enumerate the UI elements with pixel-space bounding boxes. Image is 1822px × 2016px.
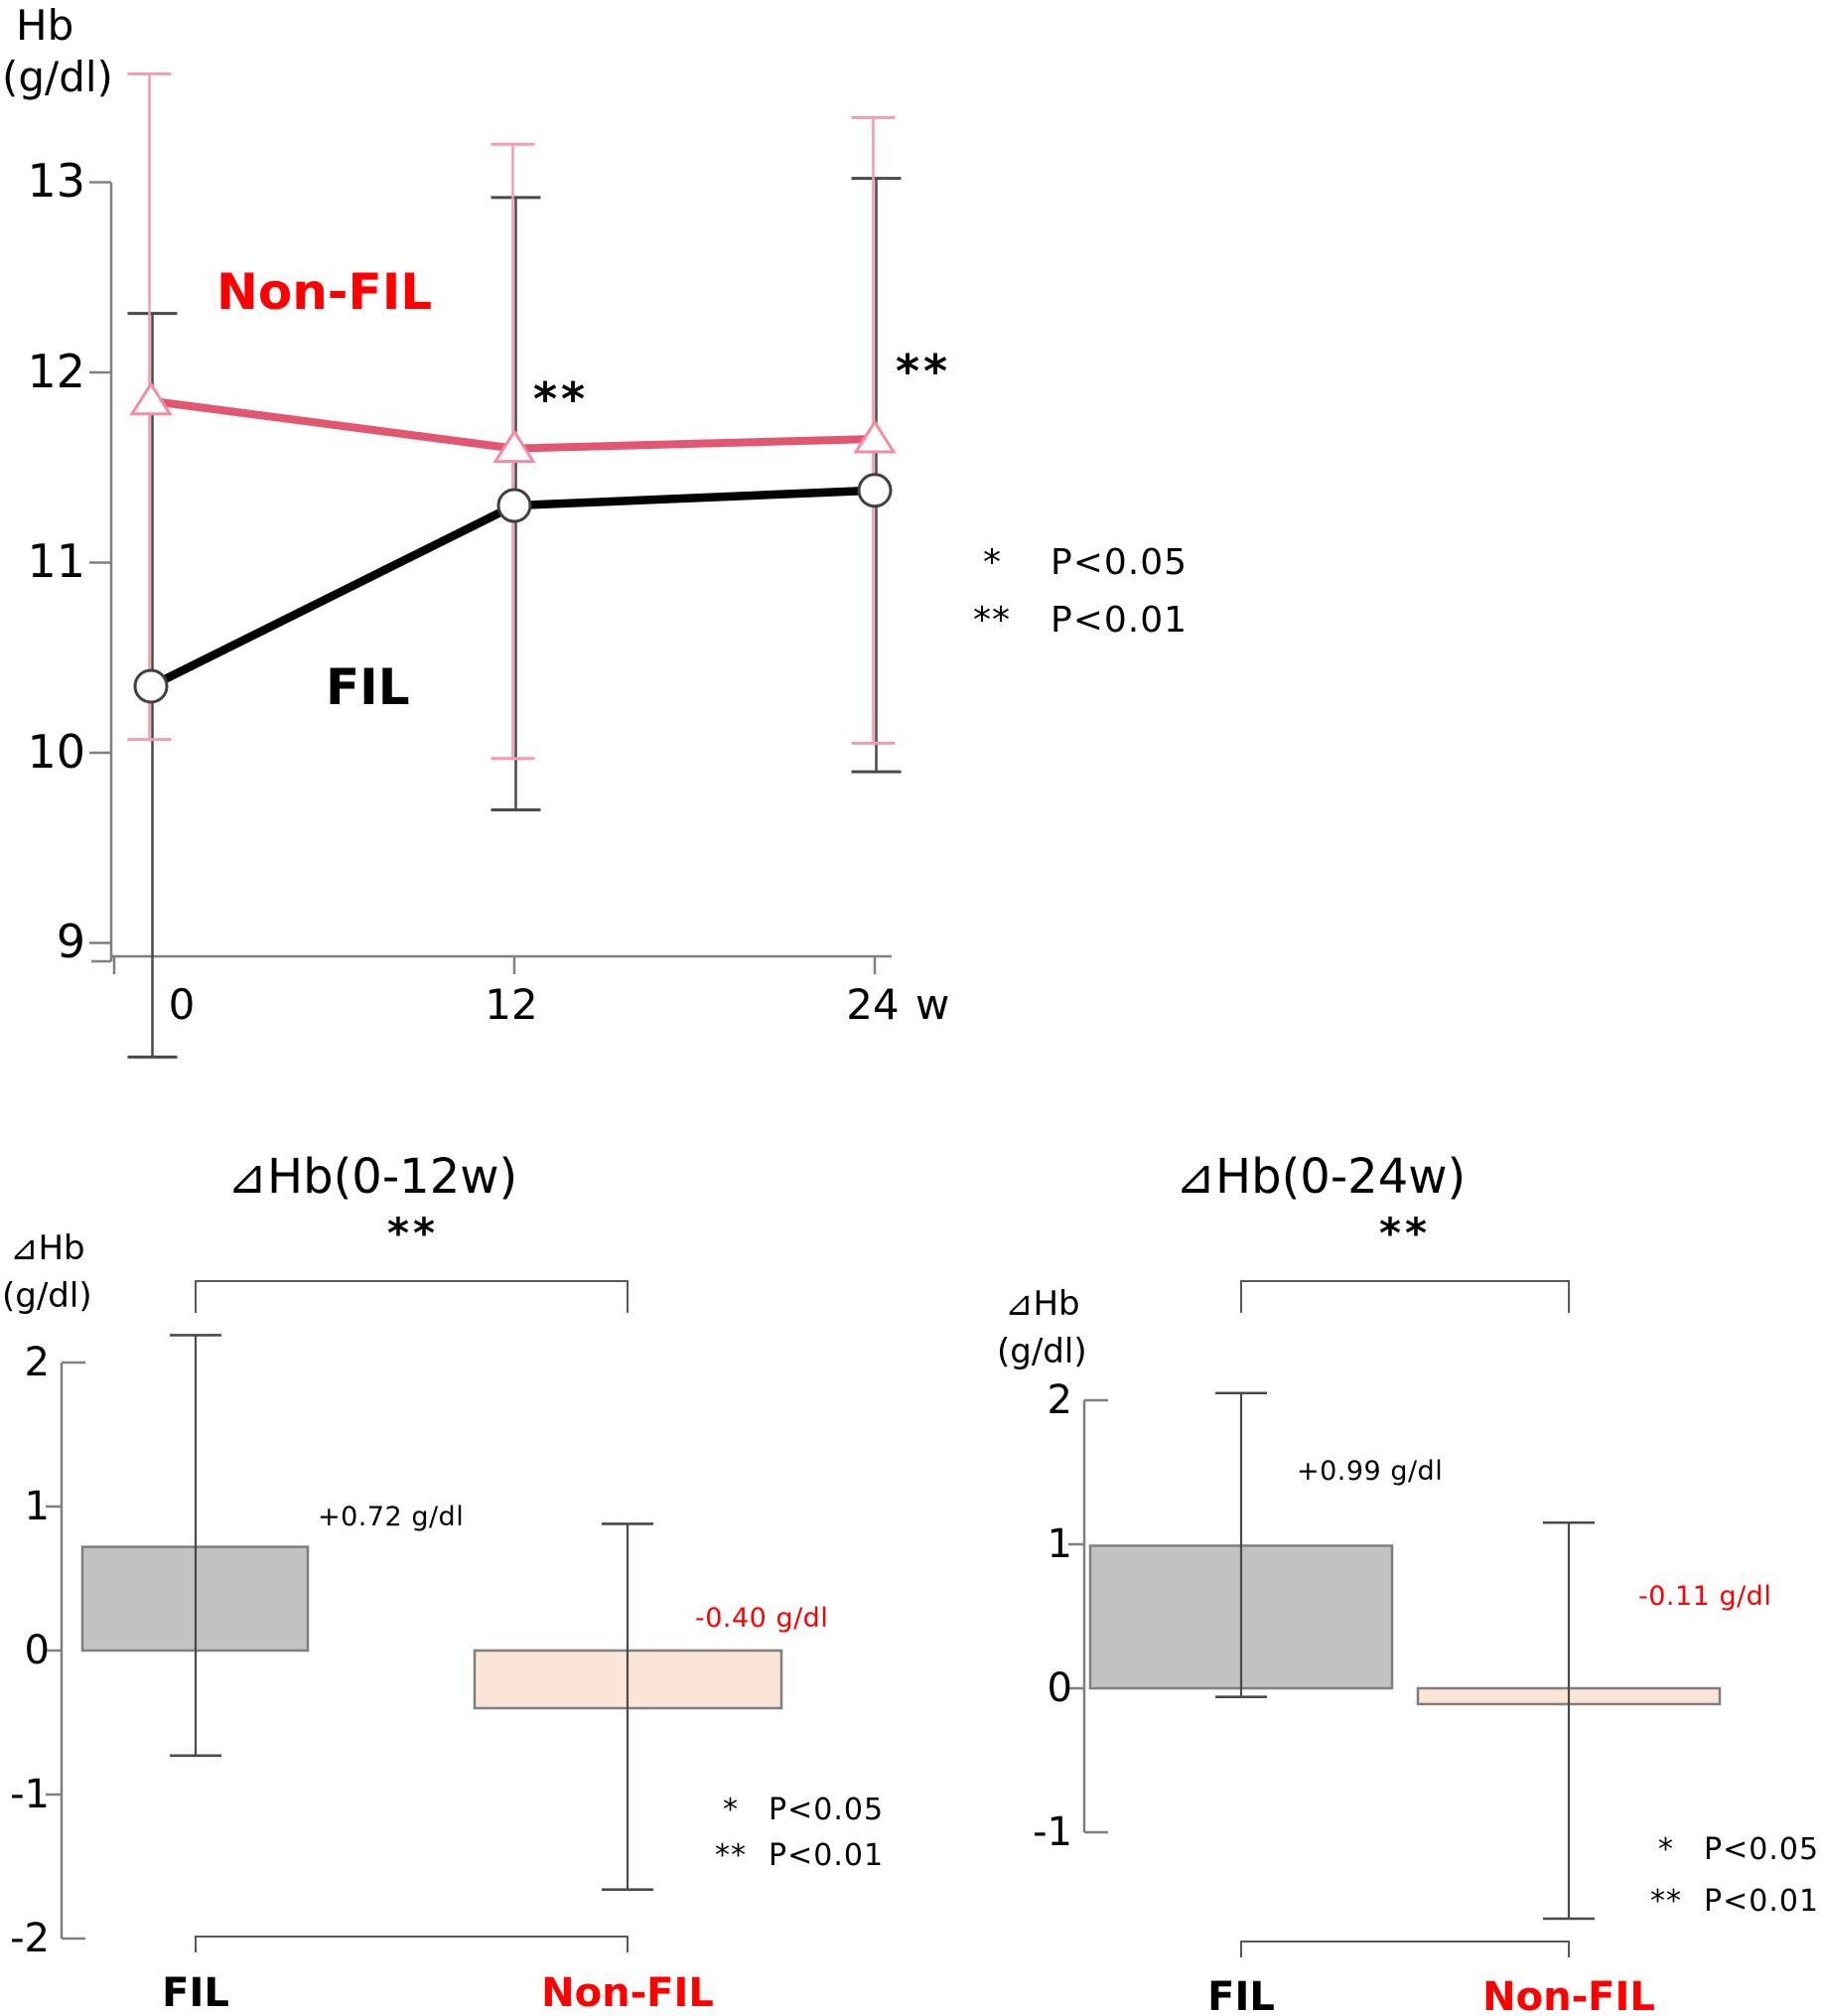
top-x-tick-12: 12	[485, 980, 538, 1029]
bottom-left-significance: **	[387, 1209, 439, 1257]
br-fil-value-label: +0.99 g/dl	[1297, 1456, 1444, 1487]
bl-y-tick-n1: -1	[10, 1772, 50, 1817]
bottom-right-title: ⊿Hb(0-24w)	[1175, 1149, 1467, 1205]
bottom-left-title: ⊿Hb(0-12w)	[226, 1149, 518, 1205]
bl-y-tick-n2: -2	[10, 1916, 50, 1961]
br-legend-text-2: P<0.01	[1704, 1884, 1820, 1919]
bl-legend-star-1: *	[723, 1793, 739, 1827]
bl-y-tick-0: 0	[24, 1628, 50, 1673]
top-y-tick-12: 12	[27, 345, 85, 398]
br-category-bracket	[1240, 1941, 1570, 1957]
br-legend-star-2: **	[1650, 1884, 1682, 1919]
series-label-fil: FIL	[326, 658, 410, 716]
br-category-nonfil: Non-FIL	[1482, 1974, 1655, 2016]
top-legend-text-2: P<0.01	[1051, 600, 1189, 641]
nonfil-marker-triangle	[853, 419, 897, 454]
nonfil-marker-triangle	[492, 428, 536, 464]
fil-marker-circle	[133, 668, 169, 704]
bottom-right-y-label-line1: ⊿Hb	[1005, 1284, 1080, 1324]
top-legend-star-2: **	[973, 600, 1011, 641]
bl-legend-text-2: P<0.01	[769, 1838, 885, 1873]
bl-y-tick-2: 2	[24, 1340, 50, 1385]
bl-y-tick-1: 1	[24, 1484, 50, 1529]
bl-category-fil: FIL	[162, 1970, 229, 2016]
br-y-tick-n1: -1	[1033, 1809, 1072, 1855]
top-legend-star-1: *	[983, 542, 1002, 583]
series-label-nonfil: Non-FIL	[216, 263, 433, 321]
br-legend-star-1: *	[1658, 1832, 1674, 1867]
bl-significance-bracket	[195, 1280, 629, 1313]
top-x-unit-label: w	[915, 980, 950, 1029]
significance-annotation-12w: **	[532, 372, 590, 426]
top-y-tick-11: 11	[27, 534, 85, 588]
top-legend-text-1: P<0.05	[1051, 542, 1189, 583]
br-legend-text-1: P<0.05	[1704, 1832, 1820, 1867]
top-y-axis-title-line1: Hb	[16, 1, 74, 50]
br-y-tick-2: 2	[1047, 1377, 1072, 1423]
bl-category-nonfil: Non-FIL	[541, 1970, 714, 2016]
br-y-tick-1: 1	[1047, 1521, 1072, 1567]
bl-category-bracket	[195, 1936, 629, 1952]
top-y-tick-10: 10	[27, 725, 85, 779]
bottom-right-y-label-line2: (g/dl)	[997, 1332, 1087, 1371]
top-y-axis-title-line2: (g/dl)	[2, 53, 113, 101]
bottom-right-significance: **	[1379, 1209, 1431, 1257]
significance-annotation-24w: **	[895, 345, 952, 398]
bl-legend-text-1: P<0.05	[769, 1793, 885, 1827]
fil-marker-circle	[496, 488, 532, 523]
br-category-fil: FIL	[1207, 1974, 1275, 2016]
bottom-left-y-label-line2: (g/dl)	[2, 1276, 92, 1316]
fil-marker-circle	[857, 473, 893, 508]
top-y-tick-9: 9	[56, 915, 85, 968]
br-nonfil-value-label: -0.11 g/dl	[1638, 1581, 1772, 1612]
top-x-tick-0: 0	[168, 980, 196, 1029]
bottom-left-y-label-line1: ⊿Hb	[10, 1228, 85, 1268]
br-significance-bracket	[1240, 1280, 1570, 1313]
top-x-tick-24: 24	[846, 980, 900, 1029]
nonfil-marker-triangle	[129, 380, 173, 416]
br-y-tick-0: 0	[1047, 1665, 1072, 1711]
top-y-tick-13: 13	[27, 154, 85, 208]
bl-legend-star-2: **	[715, 1838, 747, 1873]
bl-nonfil-value-label: -0.40 g/dl	[695, 1603, 829, 1634]
bl-fil-value-label: +0.72 g/dl	[318, 1502, 465, 1532]
